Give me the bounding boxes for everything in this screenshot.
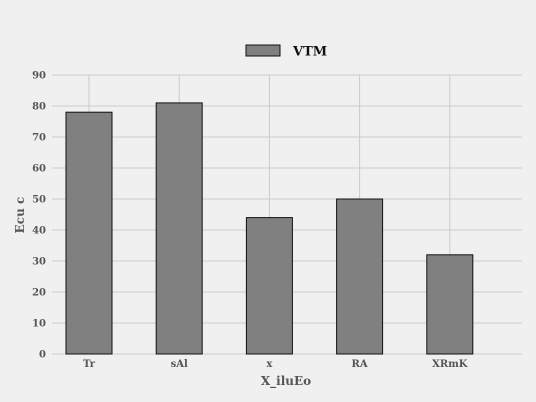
x-tick-label: Tr <box>83 359 96 370</box>
x-tick-label: XRmK <box>432 359 468 370</box>
x-tick-label: RA <box>352 359 368 370</box>
legend: VTM <box>245 44 327 60</box>
y-tick-label: 40 <box>32 226 46 237</box>
y-tick-labels: 0 10 20 30 40 50 60 70 80 90 <box>32 71 46 361</box>
legend-swatch <box>245 44 281 57</box>
y-tick-label: 50 <box>32 195 46 206</box>
bar-sAl <box>155 102 203 355</box>
bar-RA <box>336 198 384 355</box>
bar-x <box>245 217 293 355</box>
y-tick-label: 60 <box>32 164 46 175</box>
y-tick-label: 30 <box>32 257 46 268</box>
x-axis-label: X_iluEo <box>261 374 311 389</box>
x-tick-label: x <box>266 359 273 370</box>
x-tick-labels: Tr sAl x RA XRmK <box>83 359 468 370</box>
y-tick-label: 20 <box>32 288 46 299</box>
y-tick-label: 90 <box>32 71 46 82</box>
bar-Tr <box>65 111 113 355</box>
x-tick-label: sAl <box>171 359 188 370</box>
y-tick-label: 0 <box>39 350 46 361</box>
y-tick-label: 80 <box>32 102 46 113</box>
bar-XRmK <box>426 254 474 355</box>
y-tick-label: 10 <box>32 319 46 330</box>
bars <box>65 102 474 355</box>
legend-label: VTM <box>292 45 327 60</box>
y-tick-label: 70 <box>32 133 46 144</box>
y-axis-label: Ecu c <box>13 197 27 234</box>
